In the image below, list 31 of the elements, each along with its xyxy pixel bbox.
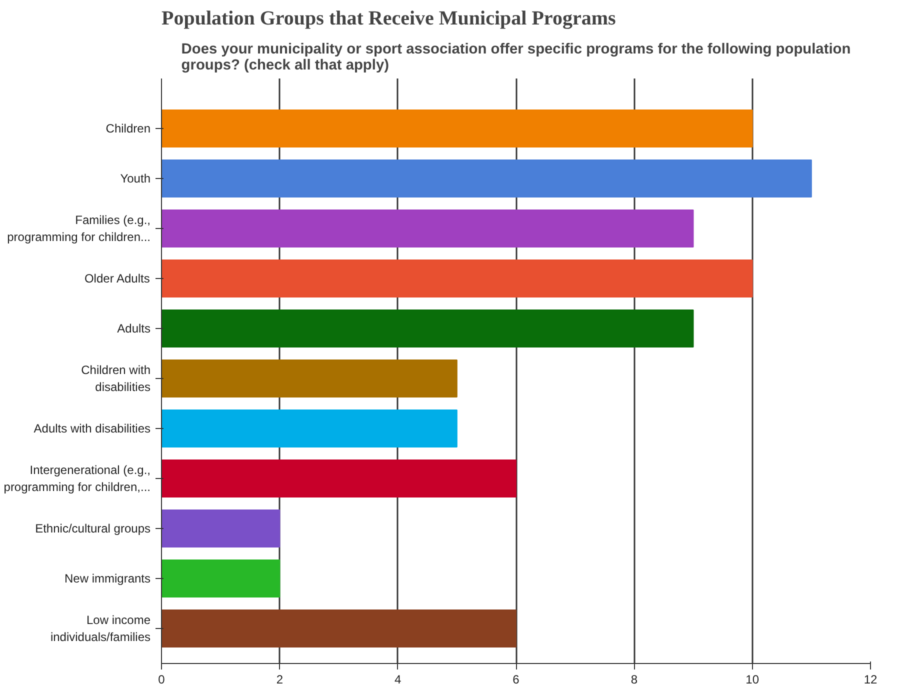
y-tick-label: Ethnic/cultural groups [35, 522, 151, 536]
bar [162, 310, 694, 348]
y-tick-label: Older Adults [84, 272, 150, 286]
bar [162, 210, 694, 248]
bar [162, 360, 458, 398]
bar [162, 110, 753, 148]
y-tick-label: Adults with disabilities [34, 422, 150, 436]
x-tick-label: 0 [158, 672, 166, 686]
x-tick-label: 8 [630, 672, 638, 686]
x-tick-label: 12 [864, 672, 878, 686]
y-tick-label: Children with disabilities [81, 363, 151, 394]
x-tick-label: 4 [394, 672, 402, 686]
bar [162, 460, 516, 498]
chart-title: Population Groups that Receive Municipal Programs [162, 8, 616, 30]
bar [162, 560, 280, 598]
x-tick-label: 10 [746, 672, 760, 686]
bar [162, 260, 753, 298]
y-tick-label: Adults [117, 322, 151, 336]
bar [162, 410, 458, 448]
y-tick-label: Children [106, 122, 151, 136]
y-tick-label: Intergenerational (e.g., programming for children,... [4, 463, 151, 494]
y-tick-label: New immigrants [64, 572, 150, 586]
y-tick-label: Families (e.g., programming for children... [7, 213, 151, 244]
chart-subtitle: Does your municipality or sport association offer specific programs for the following population groups? (check all that apply) [181, 42, 851, 74]
bar [162, 510, 280, 548]
x-tick-label: 2 [276, 672, 284, 686]
x-tick-label: 6 [512, 672, 520, 686]
y-tick-label: Youth [120, 172, 151, 186]
y-tick-label: Low income individuals/families [50, 613, 151, 644]
bar [162, 160, 812, 198]
bar [162, 610, 516, 648]
